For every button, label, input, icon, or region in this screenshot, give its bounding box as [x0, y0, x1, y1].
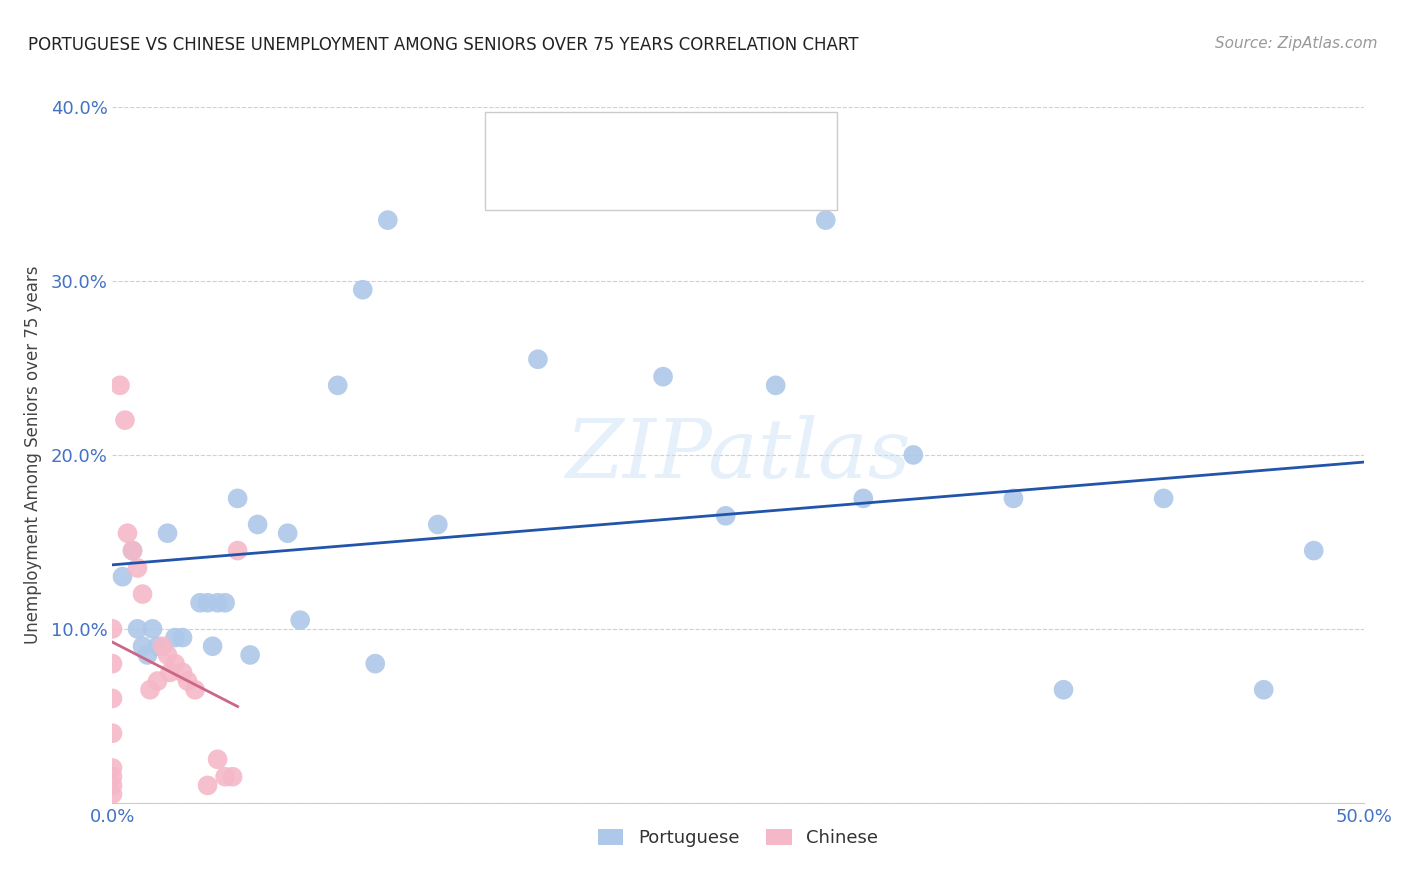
Point	[172, 631, 194, 645]
Point	[163, 631, 186, 645]
Text: R =: R =	[538, 162, 578, 180]
Point	[101, 778, 124, 793]
Point	[156, 648, 179, 662]
Text: N =: N =	[644, 127, 696, 145]
Point	[163, 657, 186, 671]
Text: Source: ZipAtlas.com: Source: ZipAtlas.com	[1215, 36, 1378, 51]
Point	[239, 648, 262, 662]
Point	[127, 561, 149, 575]
Point	[141, 622, 163, 636]
Text: 37: 37	[693, 127, 716, 145]
Point	[131, 587, 153, 601]
Point	[377, 213, 399, 227]
Point	[101, 787, 124, 801]
Point	[131, 639, 153, 653]
Text: 28: 28	[693, 162, 716, 180]
Point	[146, 639, 169, 653]
Point	[364, 657, 387, 671]
Point	[214, 770, 236, 784]
Point	[146, 674, 169, 689]
Point	[188, 596, 211, 610]
Point	[652, 369, 675, 384]
Point	[156, 526, 179, 541]
Point	[159, 665, 181, 680]
Point	[101, 761, 124, 775]
Point	[527, 352, 550, 367]
Point	[101, 770, 124, 784]
Point	[765, 378, 787, 392]
Text: -0.415: -0.415	[581, 162, 638, 180]
Point	[1153, 491, 1175, 506]
Point	[127, 622, 149, 636]
Point	[426, 517, 449, 532]
Point	[111, 570, 134, 584]
Point	[207, 596, 229, 610]
Text: 0.047: 0.047	[581, 127, 638, 145]
Point	[1002, 491, 1025, 506]
Point	[201, 639, 224, 653]
Point	[197, 778, 219, 793]
Point	[136, 648, 159, 662]
Point	[207, 752, 229, 766]
Text: ZIPatlas: ZIPatlas	[565, 415, 911, 495]
Point	[117, 526, 139, 541]
Point	[101, 691, 124, 706]
Y-axis label: Unemployment Among Seniors over 75 years: Unemployment Among Seniors over 75 years	[24, 266, 42, 644]
Point	[197, 596, 219, 610]
Point	[290, 613, 312, 627]
Legend: Portuguese, Chinese: Portuguese, Chinese	[589, 820, 887, 856]
Point	[139, 682, 162, 697]
Point	[852, 491, 875, 506]
Point	[101, 657, 124, 671]
Point	[326, 378, 349, 392]
Point	[903, 448, 925, 462]
Point	[1052, 682, 1074, 697]
Point	[176, 674, 198, 689]
Point	[108, 378, 131, 392]
Point	[277, 526, 299, 541]
Point	[246, 517, 269, 532]
Point	[172, 665, 194, 680]
Point	[101, 726, 124, 740]
Text: N =: N =	[644, 162, 696, 180]
Point	[214, 596, 236, 610]
Point	[1253, 682, 1275, 697]
Point	[121, 543, 143, 558]
Point	[1302, 543, 1324, 558]
Point	[714, 508, 737, 523]
Point	[152, 639, 174, 653]
Point	[226, 543, 249, 558]
Point	[184, 682, 207, 697]
Point	[101, 622, 124, 636]
Point	[221, 770, 243, 784]
Point	[226, 491, 249, 506]
Point	[114, 413, 136, 427]
Point	[121, 543, 143, 558]
Text: PORTUGUESE VS CHINESE UNEMPLOYMENT AMONG SENIORS OVER 75 YEARS CORRELATION CHART: PORTUGUESE VS CHINESE UNEMPLOYMENT AMONG…	[28, 36, 859, 54]
Point	[352, 283, 374, 297]
Point	[814, 213, 837, 227]
Text: R =: R =	[538, 127, 578, 145]
